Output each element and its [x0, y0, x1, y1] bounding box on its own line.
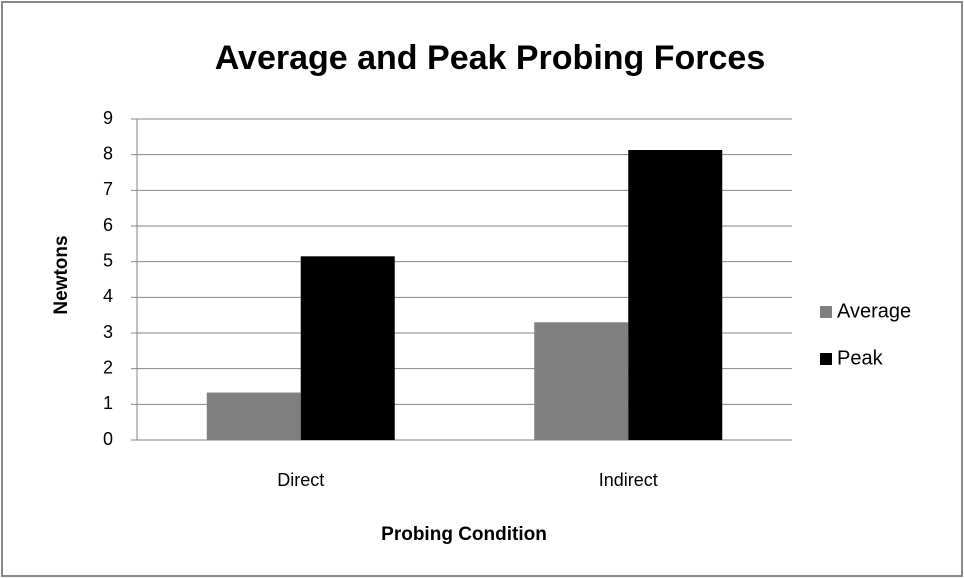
bar — [534, 322, 629, 440]
y-tick-label: 1 — [103, 393, 113, 413]
bar — [300, 256, 395, 440]
legend-label: Average — [837, 300, 911, 322]
legend-label: Peak — [837, 347, 884, 369]
y-tick-label: 4 — [103, 286, 113, 306]
y-tick-label: 9 — [103, 108, 113, 128]
chart-title: Average and Peak Probing Forces — [215, 39, 766, 77]
legend-swatch — [820, 306, 832, 318]
legend-swatch — [820, 353, 832, 365]
x-axis-label: Probing Condition — [381, 524, 547, 545]
bar — [206, 392, 301, 440]
y-tick-label: 3 — [103, 322, 113, 342]
x-tick-label: Direct — [277, 470, 324, 490]
x-tick-label: Indirect — [599, 470, 658, 490]
y-tick-label: 8 — [103, 143, 113, 163]
y-tick-label: 6 — [103, 215, 113, 235]
y-tick-label: 5 — [103, 250, 113, 270]
y-tick-label: 0 — [103, 429, 113, 449]
y-tick-label: 2 — [103, 357, 113, 377]
bar — [628, 150, 723, 440]
y-axis-label: Newtons — [51, 235, 72, 314]
y-tick-label: 7 — [103, 179, 113, 199]
